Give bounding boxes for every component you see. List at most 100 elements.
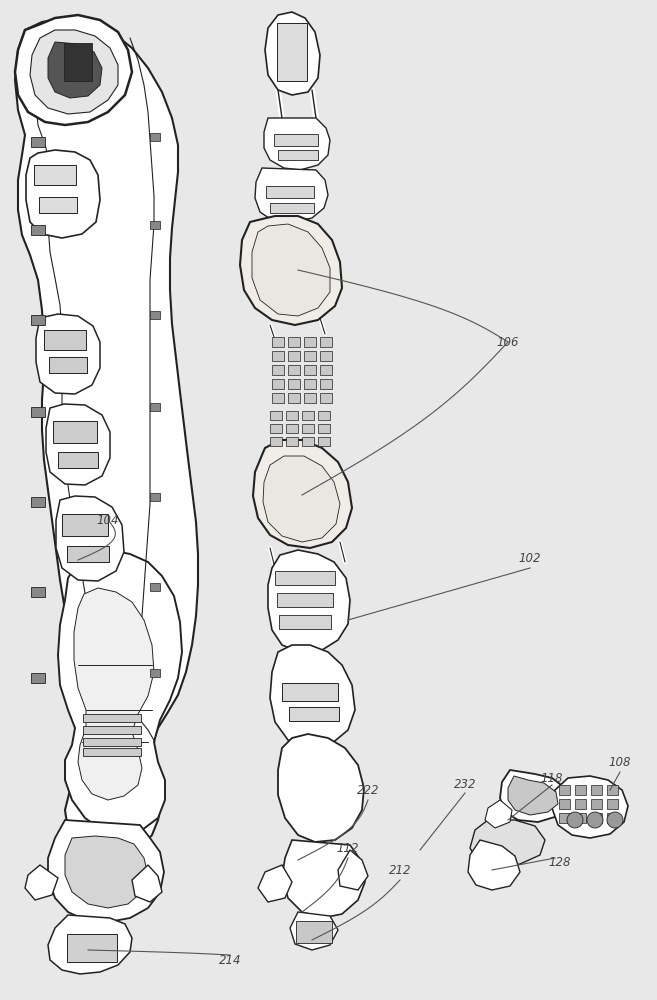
Polygon shape	[282, 840, 365, 918]
Polygon shape	[552, 776, 628, 838]
Text: 112: 112	[337, 842, 359, 854]
Polygon shape	[31, 497, 45, 507]
Polygon shape	[318, 424, 330, 432]
Polygon shape	[48, 820, 164, 922]
Polygon shape	[64, 43, 92, 81]
Polygon shape	[318, 436, 330, 446]
Polygon shape	[150, 403, 160, 411]
Polygon shape	[468, 840, 520, 890]
Polygon shape	[150, 311, 160, 319]
Polygon shape	[606, 785, 618, 795]
Polygon shape	[39, 197, 77, 213]
Polygon shape	[288, 365, 300, 375]
Polygon shape	[288, 351, 300, 361]
Polygon shape	[318, 410, 330, 420]
Polygon shape	[150, 583, 160, 591]
Polygon shape	[320, 393, 332, 403]
Polygon shape	[31, 137, 45, 147]
Polygon shape	[320, 351, 332, 361]
Polygon shape	[278, 150, 318, 160]
Text: 108: 108	[609, 756, 631, 768]
Polygon shape	[508, 776, 558, 815]
Polygon shape	[26, 150, 100, 238]
Polygon shape	[264, 118, 330, 170]
Polygon shape	[31, 225, 45, 235]
Polygon shape	[25, 865, 58, 900]
Text: 222: 222	[357, 784, 379, 796]
Polygon shape	[274, 134, 318, 146]
Polygon shape	[320, 379, 332, 389]
Polygon shape	[288, 393, 300, 403]
Polygon shape	[606, 799, 618, 809]
Polygon shape	[49, 357, 87, 373]
Polygon shape	[272, 393, 284, 403]
Polygon shape	[282, 683, 338, 701]
Polygon shape	[470, 820, 545, 868]
Polygon shape	[31, 673, 45, 683]
Polygon shape	[500, 770, 568, 822]
Polygon shape	[255, 168, 328, 222]
Polygon shape	[62, 514, 108, 536]
Text: 102: 102	[519, 552, 541, 564]
Polygon shape	[278, 734, 364, 842]
Polygon shape	[338, 850, 368, 890]
Polygon shape	[485, 800, 512, 828]
Polygon shape	[270, 645, 355, 748]
Polygon shape	[272, 379, 284, 389]
Polygon shape	[31, 407, 45, 417]
Polygon shape	[286, 424, 298, 432]
Polygon shape	[279, 615, 331, 629]
Polygon shape	[272, 365, 284, 375]
Polygon shape	[53, 421, 97, 443]
Polygon shape	[304, 393, 316, 403]
Text: 212: 212	[389, 863, 411, 876]
Polygon shape	[277, 593, 333, 607]
Polygon shape	[31, 587, 45, 597]
Circle shape	[567, 812, 583, 828]
Polygon shape	[277, 23, 307, 81]
Polygon shape	[591, 813, 602, 823]
Polygon shape	[266, 186, 314, 198]
Polygon shape	[83, 738, 141, 746]
Polygon shape	[263, 456, 340, 542]
Polygon shape	[150, 669, 160, 677]
Polygon shape	[270, 410, 282, 420]
Polygon shape	[574, 799, 585, 809]
Polygon shape	[150, 493, 160, 501]
Text: 104: 104	[97, 514, 120, 526]
Polygon shape	[15, 18, 198, 862]
Polygon shape	[83, 748, 141, 756]
Polygon shape	[272, 337, 284, 347]
Polygon shape	[36, 314, 100, 394]
Polygon shape	[296, 921, 332, 943]
Polygon shape	[48, 42, 102, 98]
Polygon shape	[304, 351, 316, 361]
Polygon shape	[56, 496, 124, 581]
Text: 232: 232	[454, 778, 476, 792]
Polygon shape	[268, 550, 350, 652]
Polygon shape	[290, 912, 338, 950]
Polygon shape	[67, 546, 109, 562]
Polygon shape	[558, 799, 570, 809]
Polygon shape	[606, 813, 618, 823]
Polygon shape	[34, 165, 76, 185]
Polygon shape	[240, 216, 342, 325]
Polygon shape	[558, 785, 570, 795]
Polygon shape	[320, 365, 332, 375]
Polygon shape	[302, 424, 314, 432]
Polygon shape	[132, 865, 162, 902]
Polygon shape	[46, 404, 110, 485]
Polygon shape	[67, 934, 117, 962]
Polygon shape	[289, 707, 339, 721]
Polygon shape	[150, 133, 160, 141]
Polygon shape	[252, 224, 330, 316]
Polygon shape	[591, 799, 602, 809]
Text: 118: 118	[541, 772, 563, 784]
Polygon shape	[31, 315, 45, 325]
Polygon shape	[270, 424, 282, 432]
Polygon shape	[270, 203, 314, 213]
Circle shape	[587, 812, 603, 828]
Polygon shape	[286, 410, 298, 420]
Polygon shape	[58, 550, 182, 835]
Polygon shape	[258, 865, 292, 902]
